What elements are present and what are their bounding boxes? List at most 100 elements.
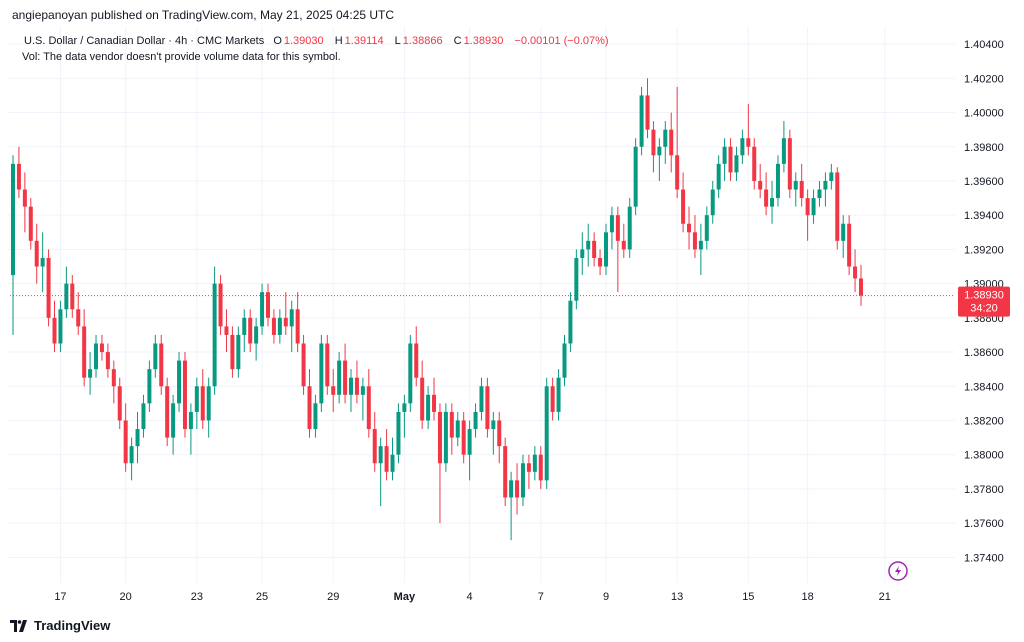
y-tick-label: 1.37800 <box>964 484 1004 496</box>
candle-body <box>704 215 709 241</box>
candle-body <box>515 480 520 498</box>
candle-body <box>633 146 638 207</box>
x-axis[interactable]: 17 20 23 25 29 May 4 7 9 13 15 18 21 <box>54 591 891 603</box>
candle-body <box>687 223 692 233</box>
footer-brand[interactable]: TradingView <box>10 618 110 633</box>
candle-body <box>805 198 810 216</box>
candle <box>509 471 514 541</box>
candle <box>16 146 21 199</box>
candle <box>758 163 763 199</box>
published-byline: angiepanoyan published on TradingView.co… <box>12 8 395 22</box>
candle-body <box>171 403 176 438</box>
candle-body <box>562 343 567 378</box>
candle <box>716 155 721 199</box>
candle <box>491 411 496 455</box>
price-badge-price: 1.38930 <box>964 290 1004 302</box>
candle-body <box>349 377 354 395</box>
candle-body <box>182 360 187 430</box>
candle-body <box>206 386 211 421</box>
candle-body <box>692 232 697 250</box>
candle <box>823 172 828 207</box>
y-tick-label: 1.40400 <box>964 39 1004 51</box>
candle <box>295 292 300 353</box>
candle-body <box>609 215 614 233</box>
candle-body <box>366 386 371 430</box>
price-chart[interactable]: 1.37400 1.37600 1.37800 1.38000 1.38200 1.384… <box>0 27 1024 607</box>
candle-body <box>22 189 27 207</box>
candle-body <box>443 411 448 464</box>
candle-body <box>847 223 852 267</box>
candle <box>372 411 377 472</box>
candle <box>111 360 116 404</box>
x-tick-label: 25 <box>256 591 268 603</box>
candle-body <box>432 394 437 412</box>
candle <box>420 360 425 430</box>
candle-body <box>574 257 579 301</box>
candle-body <box>337 360 342 395</box>
candle-body <box>111 369 116 387</box>
candle <box>360 377 365 421</box>
candle <box>141 394 146 438</box>
candle-body <box>841 223 846 241</box>
candle <box>402 394 407 438</box>
candle-body <box>645 95 650 130</box>
x-tick-label: 21 <box>879 591 891 603</box>
candle <box>159 334 164 395</box>
candle <box>177 352 182 412</box>
chart-grid <box>8 27 955 583</box>
candle <box>639 86 644 156</box>
candle-body <box>94 343 99 370</box>
symbol-description[interactable]: U.S. Dollar / Canadian Dollar · 4h · CMC… <box>24 35 265 47</box>
candle-body <box>437 411 442 464</box>
candle <box>242 309 247 353</box>
candle-body <box>758 180 763 190</box>
candle-body <box>586 240 591 250</box>
candle-body <box>764 189 769 207</box>
candle <box>722 138 727 181</box>
candle <box>663 121 668 164</box>
candle <box>34 223 39 284</box>
high-label: H <box>334 35 343 47</box>
candle <box>503 437 508 507</box>
candle-body <box>520 463 525 498</box>
legend-ohlc-row: U.S. Dollar / Canadian Dollar · 4h · CMC… <box>22 33 615 49</box>
candle <box>550 377 555 421</box>
candle <box>301 334 306 395</box>
candle-body <box>212 283 217 387</box>
candle-body <box>58 309 63 344</box>
candle-body <box>34 240 39 267</box>
candle-body <box>319 343 324 404</box>
candle-body <box>550 386 555 412</box>
lightning-icon[interactable] <box>888 561 908 581</box>
candle-body <box>604 232 608 267</box>
candle <box>538 446 543 489</box>
candle-body <box>194 386 199 412</box>
candle <box>426 386 431 430</box>
candle <box>770 180 775 224</box>
candle-body <box>746 138 751 147</box>
candle-body <box>141 403 146 430</box>
candle <box>147 360 152 412</box>
x-tick-label: 15 <box>742 591 754 603</box>
candle-body <box>556 377 561 412</box>
candle-body <box>147 369 152 404</box>
candle <box>811 189 816 224</box>
candle <box>28 198 33 250</box>
candle <box>544 377 549 489</box>
candle <box>349 369 354 412</box>
candle-body <box>675 155 680 190</box>
candle <box>260 283 265 335</box>
candle-body <box>461 420 466 455</box>
candle <box>390 437 395 481</box>
candle <box>325 334 330 395</box>
candle <box>461 411 466 464</box>
candle-body <box>710 189 715 216</box>
candle-body <box>823 180 828 190</box>
candle-body <box>669 129 674 156</box>
candle-body <box>811 198 816 216</box>
candle-body <box>728 146 733 173</box>
candle <box>841 215 846 258</box>
open-value: 1.39030 <box>283 35 324 47</box>
candle <box>153 334 158 378</box>
candle <box>46 249 51 327</box>
